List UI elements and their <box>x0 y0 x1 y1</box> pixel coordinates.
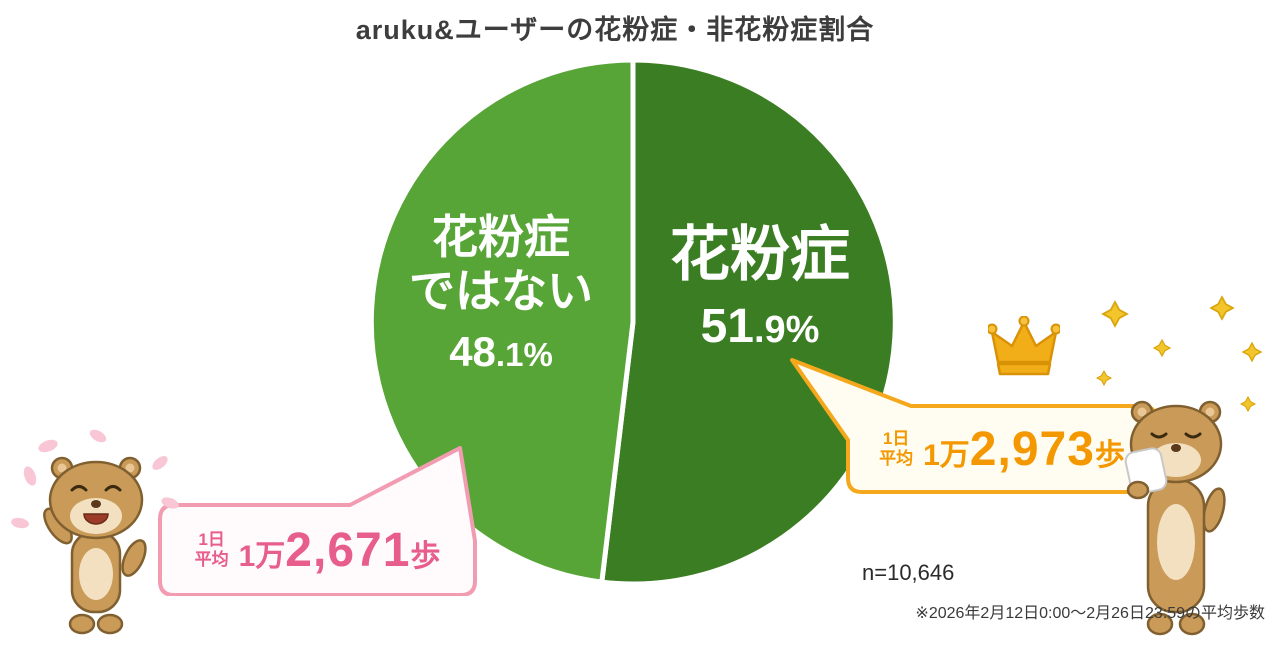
callout-text: 1日 平均 1万 2,973 歩 <box>848 406 1156 492</box>
steps-value: 1万 2,973 歩 <box>923 422 1125 476</box>
sample-size-label: n=10,646 <box>862 560 955 585</box>
pollen-icon <box>1095 295 1263 413</box>
pie-chart-svg <box>368 57 898 587</box>
slice-percent: 51.9% <box>700 299 820 353</box>
slice-name-line2: ではない <box>409 265 593 318</box>
tissue-icon <box>1124 447 1168 500</box>
aruku-mascot-sneezing <box>1080 292 1271 648</box>
pie-slice-0 <box>599 57 898 587</box>
slice-percent: 48.1% <box>449 327 553 375</box>
chart-title: aruku&ユーザーの花粉症・非花粉症割合 <box>355 15 875 45</box>
footnote: ※2026年2月12日0:00〜2月26日23:59の平均歩数 <box>915 605 1265 622</box>
pie-slice-1 <box>368 57 636 585</box>
callout-bubble-not-kafunsho: 1日 平均 1万 2,671 歩 <box>150 446 530 596</box>
slice-label-kafunsho: 花粉症 51.9% <box>640 220 880 355</box>
slice-label-not-kafunsho: 花粉症 ではない 48.1% <box>396 210 606 376</box>
crown-icon <box>986 315 1062 380</box>
callout-text: 1日 平均 1万 2,671 歩 <box>160 505 475 595</box>
steps-value: 1万 2,671 歩 <box>238 523 441 577</box>
slice-name-line1: 花粉症 <box>432 211 570 263</box>
petal-icon <box>11 429 179 529</box>
avg-label: 1日 平均 <box>194 529 229 569</box>
avg-label: 1日 平均 <box>879 428 914 468</box>
aruku-mascot-waving <box>10 428 180 646</box>
slice-name: 花粉症 <box>670 221 850 288</box>
pie-chart <box>363 52 903 592</box>
